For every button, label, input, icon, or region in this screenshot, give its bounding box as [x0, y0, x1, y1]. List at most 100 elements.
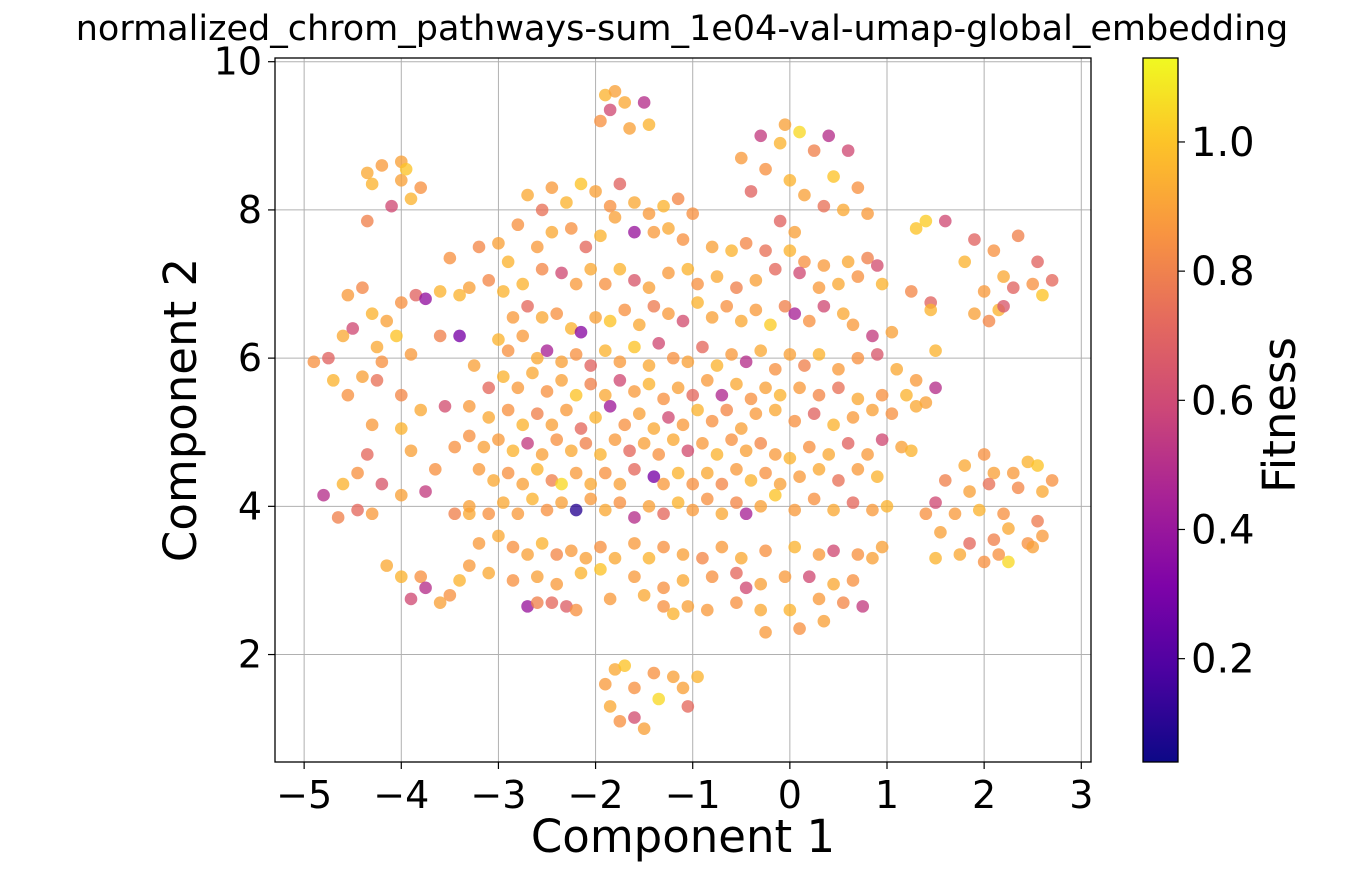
scatter-point	[832, 362, 845, 376]
scatter-point	[1036, 485, 1049, 498]
scatter-point	[642, 377, 656, 391]
scatter-point	[768, 448, 782, 461]
scatter-point	[924, 303, 938, 317]
scatter-point	[608, 663, 622, 676]
scatter-point	[462, 281, 476, 295]
scatter-point	[351, 466, 364, 480]
scatter-point	[506, 311, 520, 324]
scatter-point	[929, 551, 942, 565]
scatter-point	[555, 477, 568, 491]
scatter-point	[812, 548, 826, 561]
scatter-point	[744, 185, 758, 198]
scatter-point	[540, 385, 554, 398]
scatter-point	[802, 314, 816, 328]
scatter-point	[394, 388, 408, 402]
scatter-point	[861, 251, 874, 265]
scatter-point	[569, 348, 583, 361]
scatter-point	[492, 236, 505, 250]
plot-area-frame	[274, 57, 1092, 763]
scatter-point	[793, 125, 806, 139]
scatter-point	[530, 596, 544, 609]
scatter-point	[730, 281, 743, 295]
scatter-point	[535, 537, 549, 550]
scatter-point	[555, 355, 568, 369]
scatter-point	[404, 192, 418, 206]
scatter-point	[560, 196, 573, 209]
x-tick-label: 0	[778, 773, 802, 817]
scatter-point	[885, 407, 899, 421]
scatter-point	[521, 188, 534, 202]
scatter-point	[326, 374, 340, 387]
scatter-point	[555, 266, 568, 280]
scatter-point	[866, 329, 879, 343]
scatter-point	[521, 548, 534, 561]
scatter-point	[778, 299, 792, 313]
scatter-point	[788, 503, 802, 517]
scatter-point	[662, 266, 675, 280]
scatter-points	[307, 85, 1059, 735]
scatter-point	[598, 388, 612, 402]
colorbar-tick-label: 0.6	[1191, 378, 1255, 424]
scatter-point	[880, 500, 894, 513]
scatter-point	[793, 622, 806, 635]
scatter-point	[904, 444, 918, 458]
scatter-point	[691, 670, 704, 684]
scatter-point	[589, 185, 602, 198]
scatter-point	[331, 511, 345, 524]
scatter-point	[739, 444, 753, 458]
scatter-point	[700, 374, 714, 387]
scatter-point	[972, 503, 986, 517]
scatter-point	[938, 214, 952, 228]
scatter-point	[448, 507, 462, 521]
scatter-point	[370, 340, 384, 354]
scatter-point	[516, 477, 530, 491]
scatter-point	[482, 411, 496, 424]
scatter-point	[866, 503, 879, 517]
scatter-point	[1045, 474, 1059, 487]
scatter-point	[322, 351, 335, 365]
scatter-point	[822, 129, 836, 143]
scatter-point	[783, 451, 797, 465]
scatter-point	[773, 388, 787, 402]
scatter-point	[341, 388, 355, 402]
scatter-point	[462, 559, 476, 572]
scatter-point	[783, 244, 797, 257]
scatter-point	[482, 381, 496, 395]
scatter-point	[642, 281, 656, 295]
scatter-point	[798, 188, 811, 202]
scatter-point	[696, 551, 709, 565]
scatter-point	[1006, 281, 1020, 295]
scatter-point	[725, 348, 738, 361]
scatter-point	[778, 570, 792, 584]
scatter-point	[574, 177, 588, 191]
scatter-point	[725, 433, 738, 446]
scatter-point	[841, 437, 855, 450]
scatter-point	[628, 196, 641, 209]
scatter-point	[637, 96, 651, 109]
scatter-point	[613, 477, 627, 491]
scatter-point	[885, 325, 899, 339]
chart-title: normalized_chrom_pathways-sum_1e04-val-u…	[76, 9, 1289, 49]
scatter-point	[613, 262, 627, 276]
scatter-point	[715, 477, 729, 491]
scatter-point	[875, 277, 889, 291]
scatter-point	[909, 222, 923, 235]
scatter-point	[987, 466, 1001, 480]
scatter-point	[511, 507, 525, 521]
scatter-point	[492, 529, 505, 543]
scatter-point	[822, 448, 836, 461]
scatter-point	[623, 444, 636, 458]
scatter-point	[603, 399, 617, 413]
scatter-point	[647, 422, 661, 435]
scatter-point	[730, 462, 743, 476]
scatter-point	[550, 577, 564, 591]
scatter-point	[681, 355, 695, 369]
scatter-point	[691, 403, 704, 417]
scatter-point	[453, 329, 466, 343]
scatter-point	[530, 462, 544, 476]
scatter-point	[895, 440, 908, 454]
scatter-point	[754, 129, 768, 143]
scatter-point	[492, 333, 505, 346]
scatter-point	[623, 122, 636, 135]
scatter-point	[739, 581, 753, 595]
